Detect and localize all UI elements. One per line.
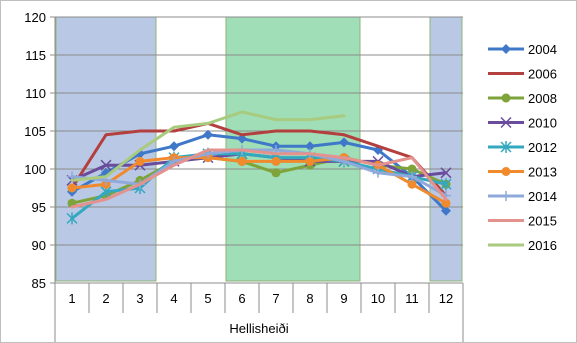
legend-item-2010: 2010 — [488, 116, 557, 131]
y-tick-label: 95 — [32, 200, 46, 215]
legend-item-2015: 2015 — [488, 214, 557, 229]
data-point — [440, 167, 452, 179]
y-tick-label: 105 — [24, 124, 46, 139]
series-2016 — [70, 110, 346, 182]
legend-label: 2013 — [528, 165, 557, 180]
data-point — [169, 141, 179, 152]
x-axis: 1 2 3 4 5 6 7 8 9 10 11 12 — [54, 283, 464, 342]
data-point — [100, 159, 112, 171]
series-line-2004 — [70, 133, 448, 213]
data-point — [271, 168, 281, 178]
legend-item-2006: 2006 — [488, 67, 557, 82]
y-tick-label: 115 — [25, 48, 46, 63]
x-axis-label: Hellisheiði — [229, 321, 288, 336]
data-point — [135, 156, 145, 166]
x-tick-label: 9 — [340, 291, 347, 306]
legend-item-2013: 2013 — [488, 165, 557, 180]
legend-item-2004: 2004 — [488, 42, 557, 57]
x-tick-label: 11 — [405, 291, 419, 306]
data-point — [271, 156, 281, 166]
legend-label: 2006 — [528, 67, 557, 82]
data-point — [501, 191, 511, 201]
legend-label: 2004 — [528, 42, 557, 57]
x-tick-label: 2 — [102, 291, 109, 306]
x-tick-label: 1 — [68, 291, 75, 306]
data-point — [305, 156, 315, 166]
series-line-2013 — [70, 156, 448, 205]
legend-label: 2008 — [528, 91, 557, 106]
x-tick-label: 10 — [371, 291, 385, 306]
series-line-2006 — [70, 121, 448, 198]
legend-label: 2014 — [528, 189, 557, 204]
data-point — [407, 164, 417, 174]
data-point — [441, 205, 451, 216]
x-tick-label: 8 — [306, 291, 313, 306]
y-tick-label: 85 — [32, 276, 46, 291]
data-point — [237, 156, 247, 166]
series-2006 — [70, 121, 448, 198]
x-tick-label: 3 — [136, 291, 143, 306]
shaded-band-3 — [429, 16, 463, 282]
x-tick-label: 6 — [238, 291, 245, 306]
data-point — [373, 167, 383, 178]
legend-item-2008: 2008 — [488, 91, 557, 106]
y-tick-label: 120 — [24, 10, 46, 25]
data-point — [500, 116, 512, 129]
data-point — [500, 141, 512, 153]
data-point — [440, 178, 452, 191]
series-line-2016 — [70, 110, 346, 182]
series-line-2014 — [70, 148, 448, 198]
legend-item-2016: 2016 — [488, 238, 557, 253]
legend-label: 2012 — [528, 140, 557, 155]
data-point — [67, 183, 77, 193]
x-tick-label: 12 — [439, 291, 453, 306]
legend: 2004 2006 2008 2010 2012 2013 2014 2015 2016 — [488, 42, 557, 253]
data-point — [407, 179, 417, 189]
legend-label: 2015 — [528, 214, 557, 229]
data-point — [407, 171, 417, 182]
data-point — [305, 141, 315, 152]
x-tick-label: 5 — [204, 291, 211, 306]
legend-label: 2016 — [528, 238, 557, 253]
y-axis: 85 90 95 100 105 110 115 120 — [24, 10, 56, 291]
legend-label: 2010 — [528, 116, 557, 131]
y-tick-label: 110 — [25, 86, 46, 101]
x-tick-label: 4 — [170, 291, 177, 306]
series-line-2015 — [70, 148, 448, 209]
data-point — [501, 93, 511, 103]
y-tick-label: 100 — [24, 162, 46, 177]
data-point — [441, 198, 451, 208]
series-lines — [66, 110, 452, 225]
series-2015 — [70, 148, 448, 209]
data-point — [237, 133, 247, 144]
data-point — [203, 129, 213, 140]
y-tick-label: 90 — [32, 238, 46, 253]
x-tick-label: 7 — [272, 291, 279, 306]
data-point — [339, 137, 349, 148]
data-point — [501, 167, 511, 176]
series-line-2012 — [70, 152, 448, 220]
legend-item-2014: 2014 — [488, 189, 557, 204]
legend-item-2012: 2012 — [488, 140, 557, 155]
data-point — [501, 44, 511, 54]
series-2004 — [67, 129, 451, 216]
data-point — [66, 212, 78, 225]
